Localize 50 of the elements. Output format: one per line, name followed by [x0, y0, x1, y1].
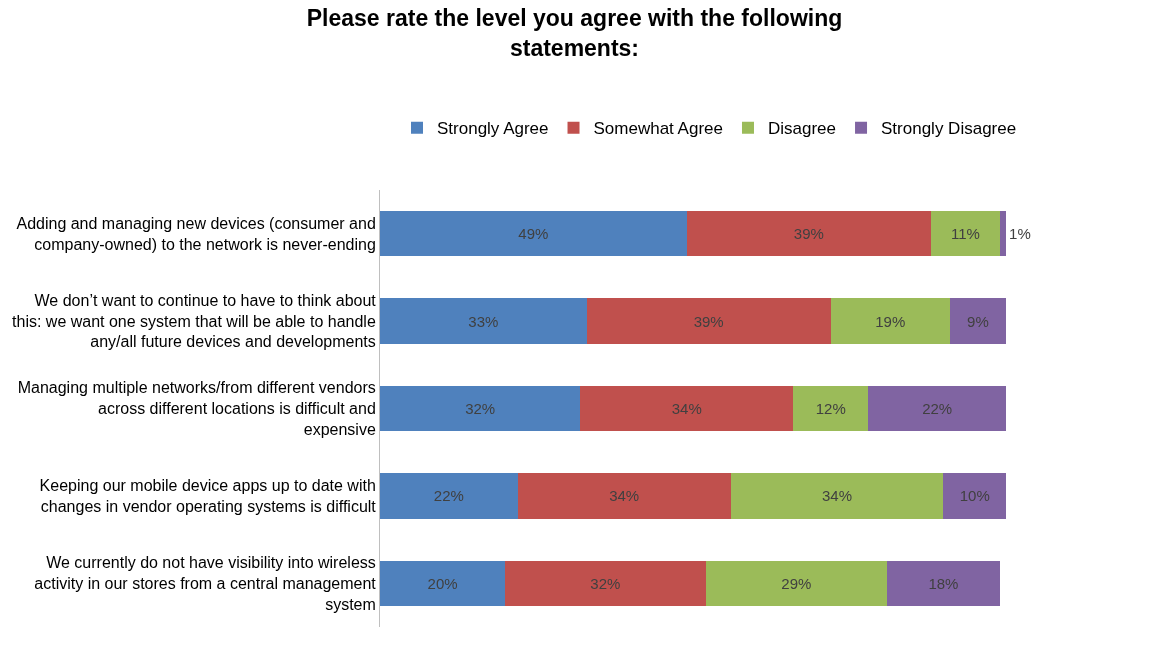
data-label: 34% — [671, 400, 702, 417]
bar — [830, 298, 950, 344]
data-label: 34% — [822, 487, 853, 505]
legend-label: Strongly Disagree — [881, 119, 1017, 139]
data-label: 22% — [922, 400, 953, 417]
bar — [580, 385, 794, 432]
bar — [505, 560, 706, 607]
data-label: 9% — [967, 312, 989, 330]
bar — [686, 210, 931, 257]
bar — [705, 560, 888, 607]
bar — [517, 473, 731, 519]
data-label: 39% — [793, 225, 824, 243]
data-label: 12% — [815, 400, 846, 417]
data-label: 10% — [959, 487, 990, 505]
data-label: 1% — [1009, 225, 1031, 243]
data-label: 29% — [781, 574, 812, 592]
bar — [380, 210, 687, 257]
bar — [943, 473, 1007, 519]
bar — [868, 385, 1007, 432]
bar — [930, 210, 1000, 257]
bar — [380, 473, 518, 519]
data-label: 20% — [427, 574, 458, 592]
y-tick-label: We don’t want to continue to have to think about this: we want one system that will be able to handle any/all future devices and developments — [12, 291, 377, 351]
bar — [380, 298, 587, 344]
data-label: 34% — [609, 487, 640, 505]
y-tick-label: Managing multiple networks/from different vendors across different locations is difficult and expensive — [17, 379, 376, 438]
data-label: 32% — [465, 400, 496, 417]
data-label: 11% — [950, 225, 980, 243]
data-label: 19% — [875, 312, 906, 330]
y-tick-label: Keeping our mobile device apps up to date with changes in vendor operating systems is difficult — [39, 477, 377, 515]
bar — [949, 298, 1007, 344]
data-label: 39% — [693, 312, 724, 330]
bar — [586, 298, 831, 344]
legend-label: Disagree — [767, 119, 837, 139]
bar — [793, 385, 869, 432]
chart-title: Please rate the level you agree with the following statements: — [306, 5, 843, 61]
y-tick-label: Adding and managing new devices (consumer and company-owned) to the network is never-ending — [16, 214, 376, 253]
data-label: 32% — [590, 574, 621, 592]
bar — [380, 385, 581, 432]
data-label: 33% — [468, 312, 499, 330]
bar — [999, 210, 1007, 257]
bar — [887, 560, 1000, 607]
legend-label: Somewhat Agree — [593, 119, 723, 139]
data-label: 22% — [433, 487, 464, 505]
data-label: 18% — [928, 574, 959, 592]
y-tick-label: We currently do not have visibility into wireless activity in our stores from a central management system — [34, 554, 377, 613]
bar — [730, 473, 944, 519]
bar — [380, 560, 506, 607]
legend-label: Strongly Agree — [437, 119, 549, 139]
data-label: 49% — [518, 225, 549, 243]
